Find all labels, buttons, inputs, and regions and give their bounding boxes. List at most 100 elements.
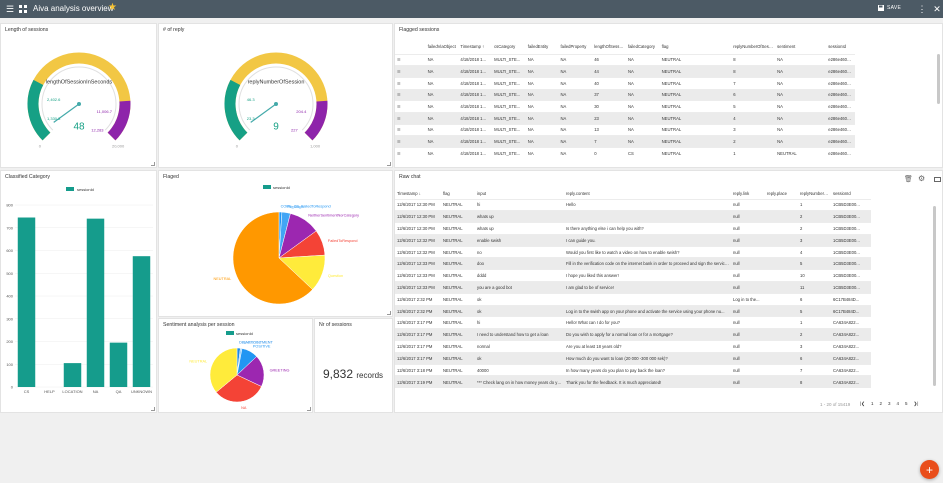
resize-handle[interactable] — [387, 311, 391, 315]
table-row[interactable]: ☰ NA 4/18/2018 1... MULTI_STE... NA NA 37 NA NEU… — [395, 88, 855, 101]
dashboard-grid-icon[interactable] — [17, 3, 29, 15]
column-header[interactable]: input — [477, 190, 487, 196]
column-header[interactable]: flag — [661, 43, 669, 49]
table-row[interactable]: 12/6/2017 12:30 PM NEUTRAL whats up Is ther… — [395, 222, 938, 235]
table-row[interactable]: ☰ NA 4/18/2018 1... MULTI_STE... NA NA 7 NA NEUT… — [395, 135, 855, 148]
page-link[interactable]: 4 — [896, 401, 900, 406]
filter-icon[interactable]: ☰ — [395, 76, 426, 90]
column-header[interactable]: sessionId — [828, 43, 846, 49]
close-icon[interactable]: ✕ — [933, 3, 941, 14]
table-cell: NA — [775, 88, 827, 101]
column-header[interactable]: Timestamp ↓ — [397, 190, 421, 196]
resize-handle[interactable] — [151, 162, 155, 166]
table-row[interactable]: 12/6/2017 2:32 PM NEUTRAL ok Log in to the … — [395, 304, 938, 317]
table-cell: NA — [525, 147, 559, 160]
table-row[interactable]: 12/6/2017 2:32 PM NEUTRAL ok Log in to the.… — [395, 292, 938, 306]
filter-icon[interactable]: ☰ — [395, 147, 426, 160]
table-row[interactable]: 12/6/2017 12:33 PM NEUTRAL doo Fill in the … — [395, 257, 938, 270]
table-cell: NEUTRAL — [659, 88, 732, 101]
column-header[interactable]: reply.content — [566, 190, 590, 196]
save-button[interactable]: SAVE — [878, 5, 901, 11]
column-header[interactable]: reply.link — [733, 190, 750, 196]
table-cell: NA — [625, 88, 660, 101]
delete-icon[interactable]: 🗑 — [904, 176, 913, 183]
star-icon[interactable]: ★ — [108, 2, 117, 13]
resize-handle[interactable] — [307, 407, 311, 411]
resize-handle[interactable] — [387, 162, 391, 166]
first-page-icon[interactable]: |❮ — [860, 401, 865, 406]
column-header[interactable]: failedEntity — [527, 43, 549, 49]
table-cell: 12/6/2017 3:18 PM — [395, 363, 441, 376]
table-cell: hi — [475, 198, 564, 211]
column-header[interactable]: reply.place — [767, 190, 787, 196]
table-row[interactable]: ☰ NA 4/18/2018 1... MULTI_STE... NA NA 23 NA NEU… — [395, 111, 855, 125]
table-row[interactable]: ☰ NA 4/18/2018 1... MULTI_STE... NA NA 40 NA NEU… — [395, 76, 855, 90]
scrollbar[interactable] — [933, 206, 936, 386]
filter-icon[interactable]: ☰ — [395, 123, 426, 136]
table-cell: NA — [525, 76, 559, 90]
add-button[interactable]: + — [920, 460, 939, 479]
filter-icon[interactable]: ☰ — [395, 111, 426, 125]
y-tick-label: 300 — [6, 316, 13, 321]
column-header[interactable]: failedProperty — [560, 43, 587, 49]
gauge-band-green — [27, 79, 51, 141]
fullscreen-icon[interactable] — [934, 177, 941, 182]
table-cell: CA634A822... — [831, 328, 871, 341]
table-row[interactable]: 12/6/2017 12:32 PM NEUTRAL no Would you fir… — [395, 245, 938, 258]
table-row[interactable]: 12/6/2017 12:30 PM NEUTRAL hi Hello null 1 1CB… — [395, 198, 938, 211]
table-cell: NEUTRAL — [659, 147, 732, 160]
resize-handle[interactable] — [151, 407, 155, 411]
filter-icon[interactable]: ☰ — [395, 135, 426, 148]
table-cell: 5 — [731, 100, 776, 113]
table-row[interactable]: ☰ NA 4/18/2018 1... MULTI_STE... NA NA 0 CS NEUT… — [395, 147, 855, 160]
table-cell: NA — [625, 65, 660, 78]
column-header[interactable]: csCategory — [494, 43, 516, 49]
page-link[interactable]: 3 — [887, 401, 891, 406]
table-row[interactable]: ☰ NA 4/18/2018 1... MULTI_STE... NA NA 13 NA NEU… — [395, 123, 855, 136]
column-header[interactable]: sessionId — [833, 190, 851, 196]
column-header[interactable]: replyNumberOfS... — [800, 190, 831, 196]
table-row[interactable]: 12/6/2017 3:18 PM NEUTRAL 40000 In how many… — [395, 363, 938, 376]
table-row[interactable]: 12/6/2017 12:33 PM NEUTRAL you are a good … — [395, 281, 938, 294]
filter-icon[interactable]: ☰ — [395, 100, 426, 113]
page-link[interactable]: 5 — [905, 401, 908, 406]
gauge-chart: lengthOfSessionInSeconds 48 2,402.6 1,330.3… — [27, 52, 131, 149]
table-row[interactable]: ☰ NA 4/18/2018 1... MULTI_STE... NA NA 44 NA NEU… — [395, 65, 855, 78]
last-page-icon[interactable]: ❯| — [913, 401, 919, 406]
filter-icon[interactable]: ☰ — [395, 53, 426, 66]
column-header[interactable]: Timestamp ↑ — [460, 43, 485, 49]
column-header[interactable]: replyNumberOfSession — [733, 43, 776, 49]
menu-icon[interactable]: ☰ — [5, 3, 15, 14]
table-row[interactable]: 12/6/2017 3:17 PM NEUTRAL ok How much do yo… — [395, 351, 938, 365]
table-row[interactable]: 12/6/2017 12:32 PM NEUTRAL enable swish I c… — [395, 233, 938, 247]
raw-table-wrap: Timestamp ↓ flag input reply.content reply.l… — [395, 188, 938, 400]
column-header[interactable]: failedViaObject — [427, 43, 456, 49]
column-header[interactable]: sentiment — [777, 43, 796, 49]
table-row[interactable]: 12/6/2017 3:17 PM NEUTRAL hi Hello! What ca… — [395, 316, 938, 329]
table-cell: e286e460d5... — [826, 53, 855, 66]
table-cell: 4 — [731, 111, 776, 125]
table-row[interactable]: 12/6/2017 3:19 PM NEUTRAL *** Check lang o… — [395, 375, 938, 388]
filter-icon[interactable]: ☰ — [395, 65, 426, 78]
column-header[interactable]: lengthOfSession — [594, 43, 625, 49]
table-cell — [765, 292, 798, 306]
reply-count-panel: # of reply replyNumberOfSession 9 46.3 23.3… — [158, 23, 393, 168]
table-row[interactable]: ☰ NA 4/18/2018 1... MULTI_STE... NA NA 46 NA NEU… — [395, 53, 855, 66]
gear-icon[interactable]: ⚙ — [918, 174, 926, 183]
table-row[interactable]: 12/6/2017 3:17 PM NEUTRAL normal Are you at… — [395, 340, 938, 353]
filter-icon[interactable]: ☰ — [395, 88, 426, 101]
table-cell: e286e460d5... — [826, 65, 855, 78]
column-header[interactable]: flag — [443, 190, 450, 196]
more-vert-icon[interactable]: ⋮ — [917, 3, 927, 14]
table-row[interactable]: 12/6/2017 12:33 PM NEUTRAL dddd I hope you … — [395, 269, 938, 282]
scrollbar[interactable] — [937, 54, 940, 104]
table-row[interactable]: 12/6/2017 12:30 PM NEUTRAL whats up null 2 1C… — [395, 210, 938, 223]
table-row[interactable]: 12/6/2017 3:17 PM NEUTRAL I need to unders… — [395, 328, 938, 341]
slice-label: NEGATIVE — [242, 341, 261, 345]
column-header[interactable]: failedCategory — [627, 43, 655, 49]
page-link[interactable]: 1 — [870, 401, 874, 406]
table-cell: whats up — [475, 210, 564, 223]
table-row[interactable]: ☰ NA 4/18/2018 1... MULTI_STE... NA NA 30 NA NEU… — [395, 100, 855, 113]
table-cell — [765, 198, 798, 211]
page-link[interactable]: 2 — [879, 401, 882, 406]
